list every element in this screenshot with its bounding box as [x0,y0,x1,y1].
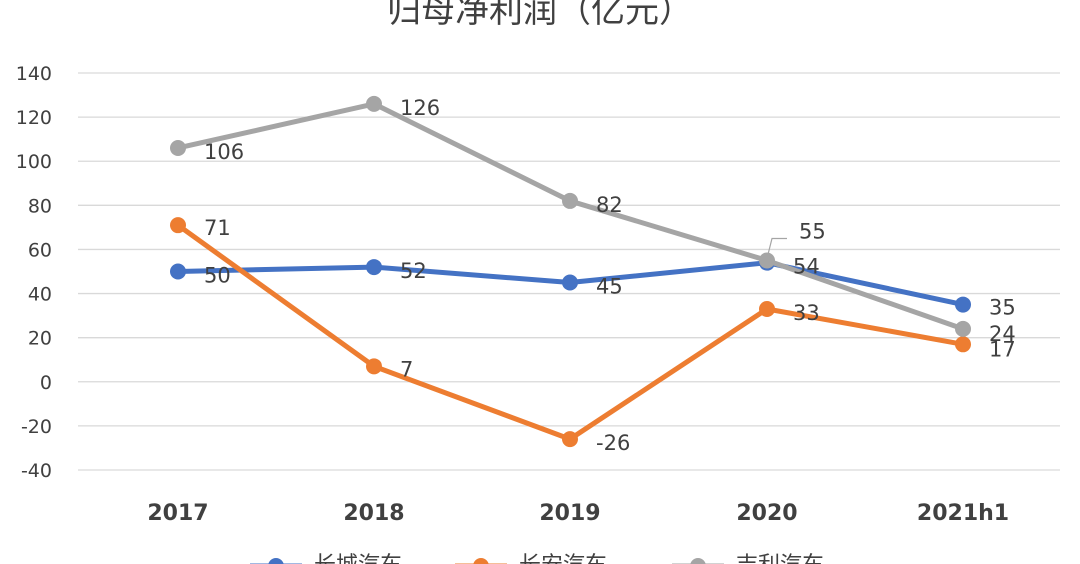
data-label: 52 [400,259,427,283]
label-leader-line [766,237,787,259]
legend-marker [690,558,706,564]
x-tick-label: 2017 [147,501,208,526]
data-label: 71 [204,216,231,240]
data-label: 7 [400,357,413,381]
legend-label: 吉利汽车 [736,553,824,564]
data-point [955,320,971,337]
data-label: 106 [204,140,244,164]
x-tick-label: 2019 [539,501,600,526]
data-point [366,259,382,276]
data-labels: 50 52 45 54 35 71 7 -26 33 17 106 126 82 55 24 [204,96,1016,455]
data-label: 35 [989,296,1016,320]
data-label: 33 [793,301,820,325]
data-point [170,139,186,156]
data-label: 45 [596,275,623,299]
series-line [175,101,966,332]
legend-label: 长城汽车 [314,553,402,564]
y-tick-label: -20 [21,416,52,438]
legend-marker [268,558,284,564]
data-label: 126 [400,96,440,120]
data-point [562,431,578,448]
data-label: 50 [204,264,231,288]
data-label: 82 [596,193,623,217]
y-tick-label: 40 [28,284,52,306]
data-point [562,192,578,209]
y-tick-label: 140 [16,63,52,85]
data-point [759,252,775,269]
y-tick-label: 100 [16,151,52,173]
data-point [955,336,971,353]
y-tick-label: 20 [28,328,52,350]
y-tick-label: 120 [16,107,52,129]
data-label: 17 [989,337,1016,361]
series-lines [170,95,971,448]
data-point [366,358,382,375]
data-point [562,274,578,291]
series-line [175,222,966,442]
y-axis: -40 -20 0 20 40 60 80 100 120 140 [16,63,52,482]
data-label: 24 [989,322,1016,346]
gridlines [78,72,1060,471]
data-point [170,217,186,234]
y-tick-label: 0 [40,372,52,394]
data-point [955,296,971,313]
data-point [759,300,775,317]
data-point [366,95,382,112]
data-label: -26 [596,431,630,455]
legend: 长城汽车 长安汽车 吉利汽车 [250,553,824,564]
x-tick-label: 2018 [343,501,404,526]
data-label: 55 [799,219,826,243]
data-label: 54 [793,255,820,279]
x-axis: 2017 2018 2019 2020 2021h1 [147,501,1009,526]
y-tick-label: -40 [21,460,52,482]
y-tick-label: 60 [28,239,52,261]
legend-label: 长安汽车 [519,553,607,564]
x-tick-label: 2021h1 [917,501,1009,526]
chart-title: 归母净利润（亿元） [387,0,693,31]
legend-marker [473,558,489,564]
x-tick-label: 2020 [736,501,797,526]
y-tick-label: 80 [28,195,52,217]
data-point [170,263,186,280]
